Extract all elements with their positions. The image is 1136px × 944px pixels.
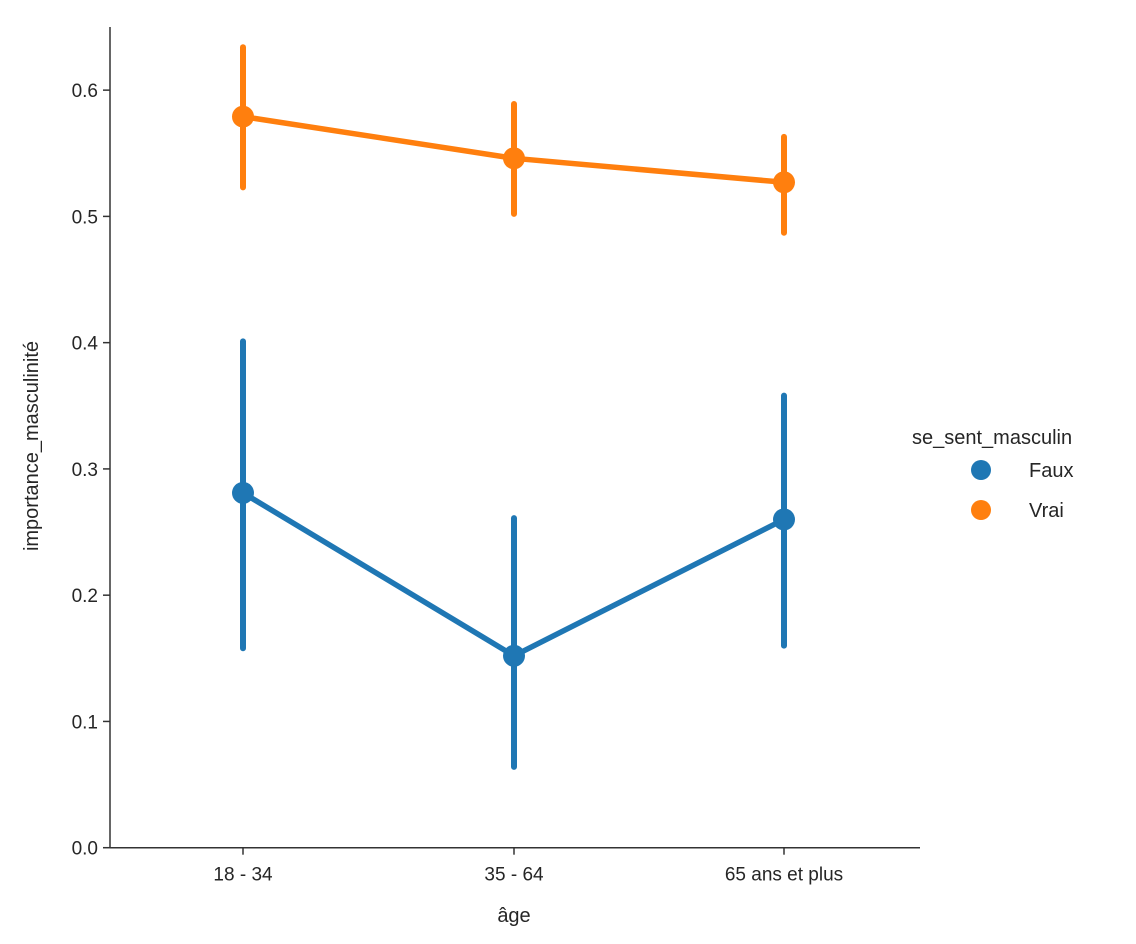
y-tick-label: 0.1 — [72, 712, 98, 733]
legend-marker-vrai — [971, 500, 991, 520]
series-vrai — [232, 44, 795, 236]
data-point — [232, 105, 254, 128]
y-tick-label: 0.4 — [72, 334, 99, 355]
data-point — [773, 508, 795, 531]
y-tick-label: 0.3 — [72, 460, 98, 481]
y-tick-label: 0.6 — [72, 81, 98, 102]
legend-title: se_sent_masculin — [912, 427, 1072, 449]
legend-label-faux: Faux — [1029, 460, 1073, 482]
x-tick-label: 65 ans et plus — [725, 865, 843, 886]
x-axis-label: âge — [497, 905, 530, 927]
data-point — [503, 644, 525, 667]
y-tick-label: 0.2 — [72, 586, 98, 607]
axes: 0.0 0.1 0.2 0.3 0.4 0.5 0.6 18 - 34 35 - 64 65 an… — [72, 27, 920, 886]
data-point — [503, 147, 525, 170]
y-tick-label: 0.5 — [72, 207, 98, 228]
x-tick-label: 18 - 34 — [213, 865, 273, 886]
x-tick-label: 35 - 64 — [484, 865, 544, 886]
series-faux — [232, 338, 795, 770]
legend-label-vrai: Vrai — [1029, 500, 1064, 522]
data-point — [232, 481, 254, 504]
y-axis-label: importance_masculinité — [21, 341, 43, 551]
legend: se_sent_masculin Faux Vrai — [912, 427, 1073, 522]
chart-marks — [232, 44, 795, 770]
y-tick-label: 0.0 — [72, 839, 98, 860]
data-point — [773, 171, 795, 194]
legend-marker-faux — [971, 460, 991, 480]
